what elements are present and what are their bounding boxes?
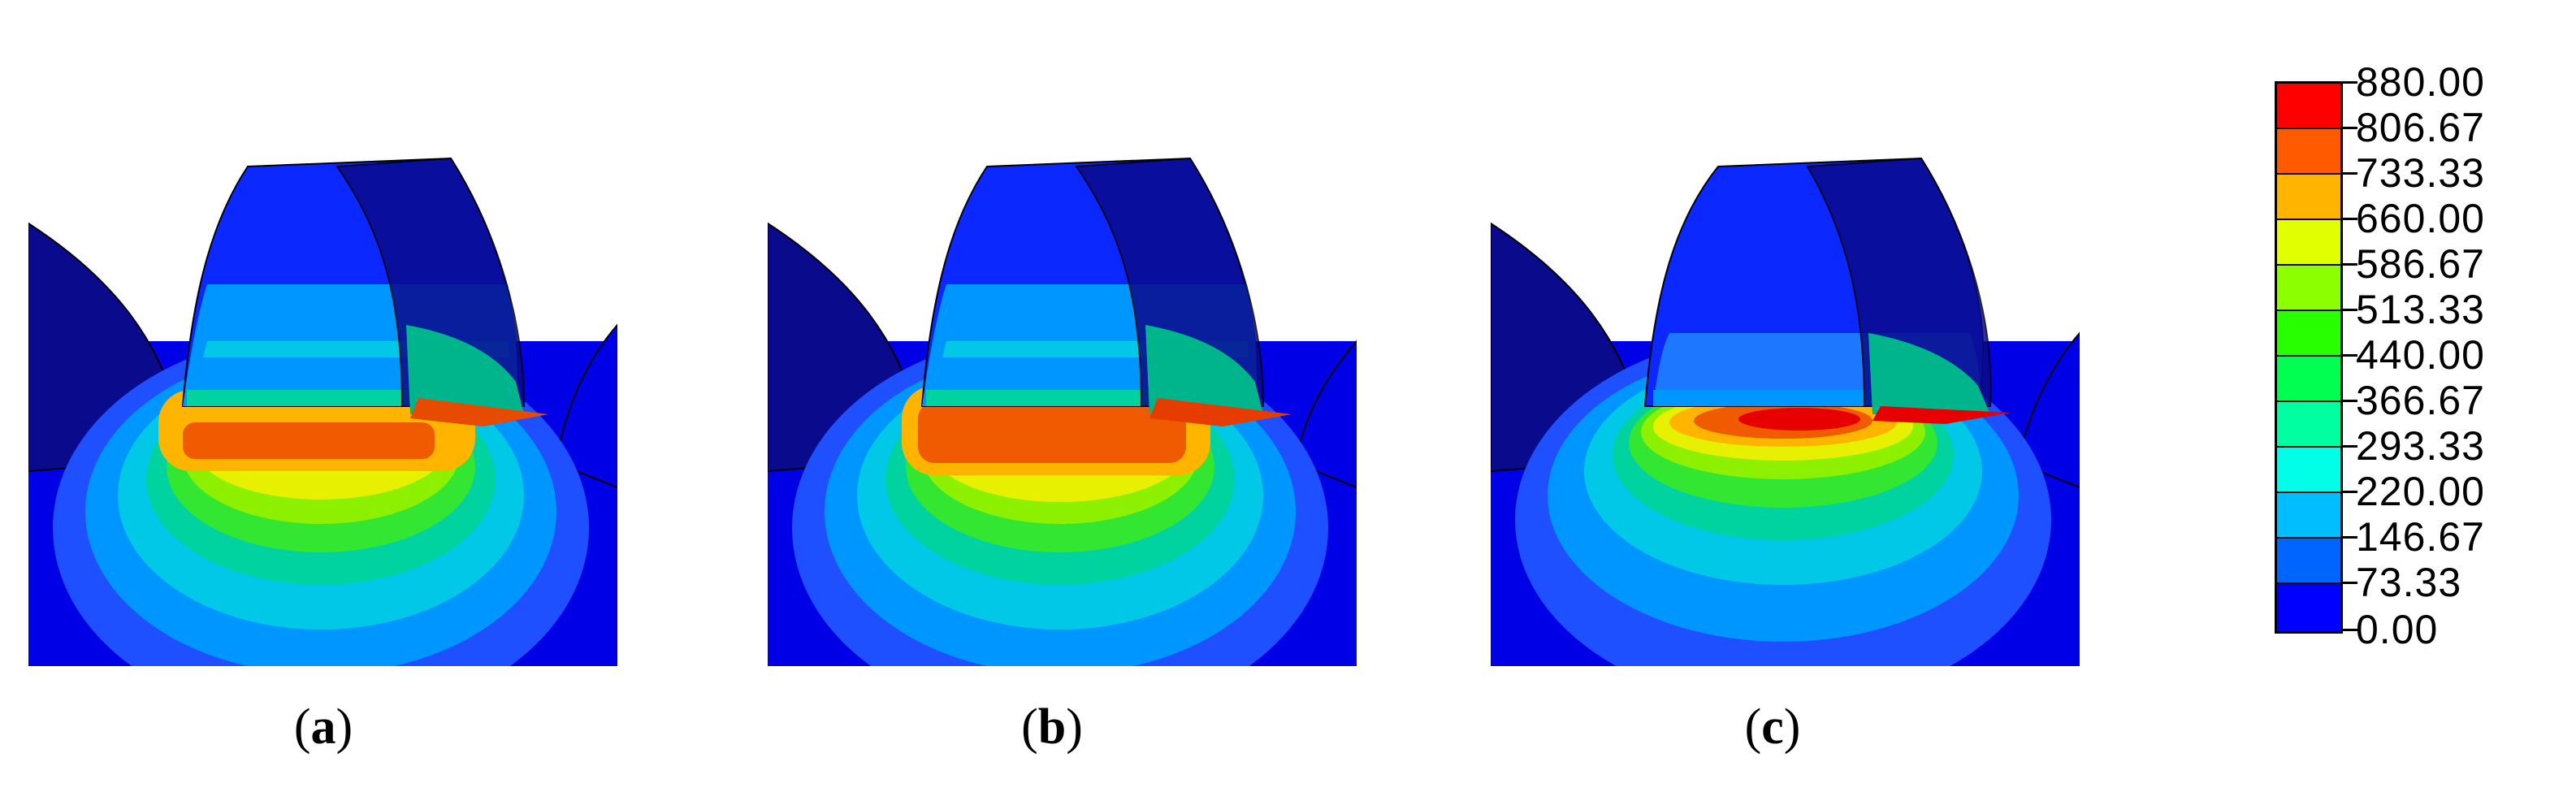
colorbar-label: 586.67 — [2356, 241, 2485, 287]
colorbar-tick — [2343, 263, 2357, 266]
peak-region — [183, 422, 435, 459]
colorbar-label: 73.33 — [2356, 560, 2462, 605]
colorbar-tick — [2343, 582, 2357, 584]
colorbar-label: 733.33 — [2356, 150, 2485, 196]
stress-contour-panel-a — [28, 146, 617, 666]
colorbar-label: 293.33 — [2356, 423, 2485, 469]
mating-peak — [1149, 398, 1292, 426]
colorbar-label: 220.00 — [2356, 469, 2485, 514]
mating-tooth — [336, 157, 526, 407]
contour-plot-c — [1491, 157, 2080, 666]
colorbar-label: 366.67 — [2356, 378, 2485, 423]
colorbar-tick — [2343, 309, 2357, 311]
contour-plot-a — [28, 157, 617, 666]
colorbar-cell — [2277, 493, 2340, 539]
mating-peak — [1872, 406, 2011, 424]
peak-region — [1738, 408, 1860, 431]
caption-c: (c) — [1744, 699, 1801, 755]
caption-b: (b) — [1021, 699, 1083, 755]
colorbar-tick — [2343, 172, 2357, 175]
colorbar-label: 806.67 — [2356, 105, 2485, 150]
colorbar-cell — [2277, 584, 2340, 631]
colorbar-cell — [2277, 311, 2340, 357]
colorbar-cell — [2277, 357, 2340, 402]
colorbar-tick — [2343, 445, 2357, 448]
stress-contour-panel-b — [768, 146, 1357, 666]
mating-tooth — [1806, 157, 1992, 407]
colorbar-label: 0.00 — [2356, 607, 2439, 652]
colorbar-cell — [2277, 84, 2340, 129]
colorbar-label: 440.00 — [2356, 332, 2485, 378]
stress-contour-panel-c — [1491, 146, 2080, 666]
mating-tooth — [1075, 157, 1265, 407]
colorbar-tick — [2343, 127, 2357, 129]
colorbar-label: 513.33 — [2356, 287, 2485, 332]
stress-colorbar-legend: 880.00 806.67 733.33 660.00 586.67 513.3… — [2275, 62, 2575, 650]
colorbar-label: 146.67 — [2356, 514, 2485, 560]
colorbar-cell — [2277, 175, 2340, 220]
mating-peak — [410, 398, 548, 426]
colorbar-tick — [2343, 400, 2357, 402]
colorbar-tick — [2343, 491, 2357, 493]
colorbar-tick — [2343, 218, 2357, 220]
mating-band — [1145, 325, 1263, 414]
colorbar-tick — [2343, 536, 2357, 539]
contour-plot-b — [768, 157, 1357, 666]
peak-region — [918, 402, 1186, 463]
colorbar-cell — [2277, 402, 2340, 448]
colorbar-cell — [2277, 448, 2340, 493]
colorbar-tick — [2343, 354, 2357, 357]
mating-band — [1868, 333, 1990, 414]
colorbar-cell — [2277, 129, 2340, 175]
caption-a: (a) — [293, 699, 353, 755]
colorbar-tick — [2343, 629, 2357, 631]
colorbar-label: 660.00 — [2356, 196, 2485, 241]
colorbar-label: 880.00 — [2356, 59, 2485, 105]
colorbar-cell — [2277, 266, 2340, 311]
mating-band — [406, 325, 524, 414]
colorbar — [2275, 81, 2343, 634]
colorbar-cell — [2277, 539, 2340, 584]
colorbar-tick — [2343, 81, 2357, 84]
colorbar-cell — [2277, 220, 2340, 266]
